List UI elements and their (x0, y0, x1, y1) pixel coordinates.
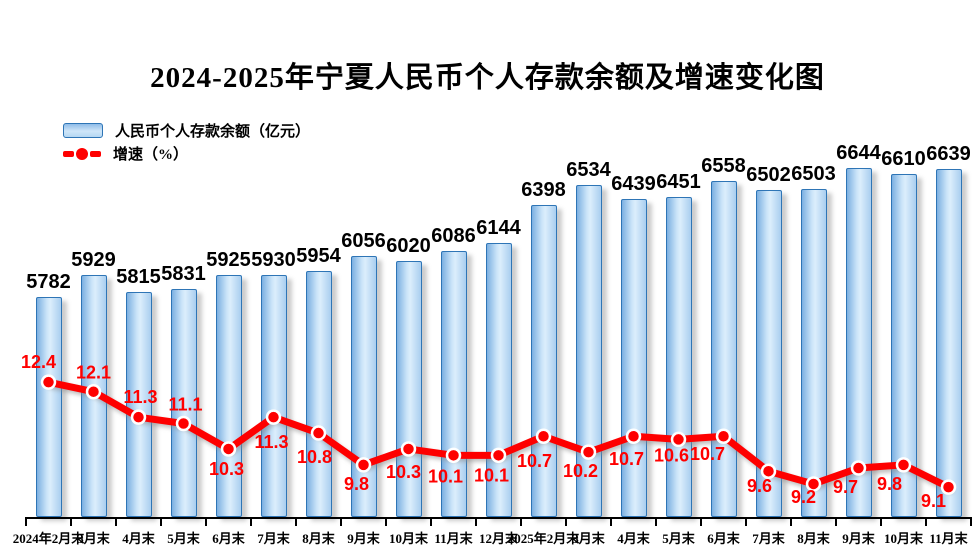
legend-bar-label: 人民币个人存款余额（亿元） (115, 124, 311, 140)
x-axis-tick (700, 517, 702, 526)
x-axis-tick (790, 517, 792, 526)
x-axis-label: 7月末 (257, 531, 290, 546)
x-axis-label: 7月末 (752, 531, 785, 546)
bar-value-label: 6534 (566, 158, 611, 181)
x-axis-label: 8月末 (797, 531, 830, 546)
legend: 人民币个人存款余额（亿元） 增速（%） (63, 119, 310, 165)
bar-value-label: 5954 (296, 245, 341, 268)
bar-value-label: 6398 (521, 179, 566, 202)
deposit-bar (530, 205, 557, 517)
deposit-bar (890, 173, 917, 517)
deposit-bar (350, 255, 377, 517)
x-axis-tick (250, 517, 252, 526)
deposit-bar (170, 289, 197, 517)
x-axis-label: 10月末 (388, 531, 428, 546)
bar-value-label: 6644 (836, 142, 881, 165)
x-axis-tick (160, 517, 162, 526)
x-axis-label: 6月末 (707, 531, 740, 546)
x-axis-label: 2024年2月末 (12, 531, 85, 546)
x-axis-label: 8月末 (302, 531, 335, 546)
x-axis-label: 10月末 (883, 531, 923, 546)
bar-value-label: 5925 (206, 249, 251, 272)
bar-value-label: 6020 (386, 235, 431, 258)
bar-value-label: 6503 (791, 163, 836, 186)
x-axis-tick (295, 517, 297, 526)
x-axis-tick (610, 517, 612, 526)
bar-value-label: 6639 (926, 143, 971, 166)
x-axis-label: 5月末 (167, 531, 200, 546)
x-axis-tick (340, 517, 342, 526)
x-axis-label: 2025年2月末 (507, 531, 580, 546)
bar-value-label: 6451 (656, 171, 701, 194)
bar-value-label: 5929 (71, 248, 116, 271)
x-axis-tick (70, 517, 72, 526)
deposit-bar (800, 189, 827, 517)
x-axis-label: 4月末 (122, 531, 155, 546)
deposit-bar (755, 189, 782, 517)
x-axis-tick (115, 517, 117, 526)
x-axis-line (26, 517, 971, 519)
deposit-bar (260, 274, 287, 517)
bar-value-label: 5930 (251, 248, 296, 271)
legend-item-deposit: 人民币个人存款余额（亿元） (63, 119, 310, 142)
x-axis-label: 11月末 (929, 531, 968, 546)
x-axis-tick (475, 517, 477, 526)
deposit-bar (395, 261, 422, 517)
deposit-bar (485, 242, 512, 517)
deposit-bar (80, 274, 107, 517)
deposit-bar (620, 198, 647, 517)
bar-value-label: 6056 (341, 229, 386, 252)
x-axis-tick (520, 517, 522, 526)
x-axis-tick (430, 517, 432, 526)
x-axis-tick (565, 517, 567, 526)
x-axis-label: 3月末 (77, 531, 110, 546)
x-axis-tick (880, 517, 882, 526)
x-axis-tick (385, 517, 387, 526)
bar-value-label: 5831 (161, 263, 206, 286)
x-axis-tick (745, 517, 747, 526)
x-axis-tick (205, 517, 207, 526)
legend-item-growth: 增速（%） (63, 142, 310, 165)
bar-value-label: 6558 (701, 155, 746, 178)
bar-value-label: 6439 (611, 172, 656, 195)
deposit-bar (575, 184, 602, 517)
deposit-bar (710, 181, 737, 517)
x-axis-tick (655, 517, 657, 526)
x-axis-label: 12月末 (478, 531, 518, 546)
line-legend-swatch-icon (63, 147, 101, 160)
bar-value-label: 5782 (26, 270, 71, 293)
bar-value-label: 6086 (431, 225, 476, 248)
x-axis-label: 3月末 (572, 531, 605, 546)
x-axis-tick (970, 517, 972, 526)
deposit-bar (35, 296, 62, 517)
x-axis-tick (835, 517, 837, 526)
x-axis-tick (25, 517, 27, 526)
deposit-bar (125, 291, 152, 517)
x-axis-label: 6月末 (212, 531, 245, 546)
bar-value-label: 5815 (116, 265, 161, 288)
deposit-bar (440, 251, 467, 517)
deposit-bar (845, 168, 872, 517)
bar-value-label: 6144 (476, 216, 521, 239)
x-axis-label: 11月末 (434, 531, 473, 546)
x-axis-label: 9月末 (347, 531, 380, 546)
bar-legend-swatch-icon (63, 123, 103, 138)
x-axis-label: 4月末 (617, 531, 650, 546)
deposit-bar (935, 169, 962, 517)
chart-title: 2024-2025年宁夏人民币个人存款余额及增速变化图 (150, 62, 825, 94)
x-axis-label: 9月末 (842, 531, 875, 546)
bar-value-label: 6610 (881, 147, 926, 170)
deposit-bar (305, 271, 332, 517)
x-axis-label: 5月末 (662, 531, 695, 546)
legend-line-label: 增速（%） (113, 147, 189, 163)
x-axis-tick (925, 517, 927, 526)
bar-value-label: 6502 (746, 163, 791, 186)
deposit-bar (665, 197, 692, 517)
deposit-bar (215, 275, 242, 517)
